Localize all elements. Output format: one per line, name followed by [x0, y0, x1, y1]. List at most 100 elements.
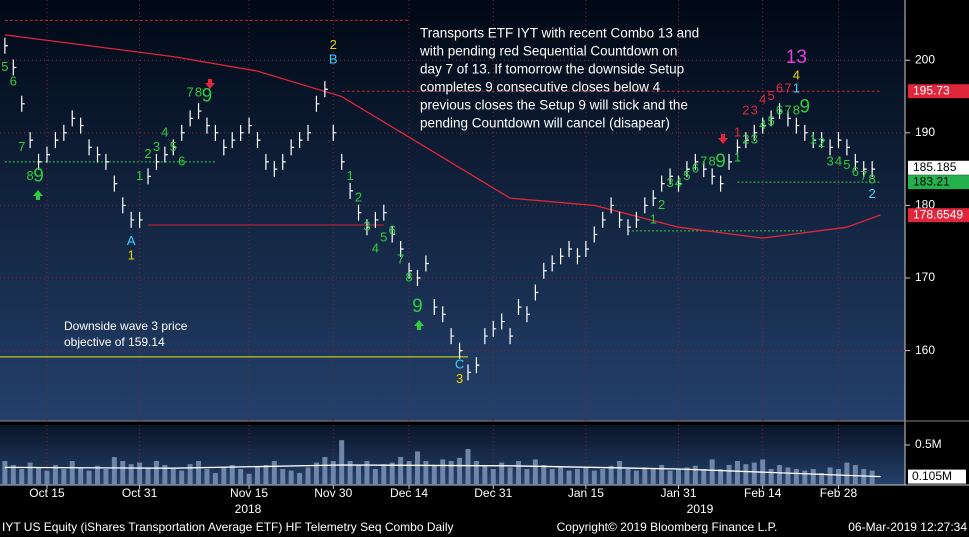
count-label: 2: [818, 135, 825, 150]
price-bar: [669, 168, 674, 185]
volume-bar: [785, 467, 791, 485]
price-bar: [795, 117, 800, 134]
volume-bar: [95, 465, 101, 485]
volume-average: [4, 464, 881, 478]
price-bar: [467, 364, 471, 381]
x-tick-label: Feb 14: [744, 486, 782, 500]
count-label: 9: [33, 165, 44, 186]
volume-bar: [69, 461, 75, 485]
price-bar: [543, 262, 547, 279]
volume-bar: [583, 467, 589, 485]
up-arrow: [414, 320, 424, 330]
price-bar: [694, 153, 699, 170]
volume-bar: [566, 470, 572, 485]
volume-bar: [414, 451, 420, 485]
objective-text: Downside wave 3 price: [64, 319, 188, 333]
volume-bar: [667, 470, 673, 485]
count-label: 7: [860, 168, 867, 183]
volume-bar: [196, 461, 202, 485]
count-label: 1: [346, 168, 353, 183]
price-bar: [113, 175, 118, 192]
price-bar: [863, 161, 867, 178]
count-label: 5: [843, 157, 850, 172]
volume-bar: [170, 469, 176, 485]
y-tick-label: 200: [915, 52, 935, 66]
price-bar: [593, 226, 598, 243]
volume-bar: [490, 469, 496, 485]
x-tick-label: Nov 30: [314, 486, 352, 500]
volume-bar: [507, 467, 513, 485]
price-bar: [240, 124, 244, 141]
price-bar: [181, 124, 185, 141]
count-label: 5: [768, 113, 775, 128]
price-bar: [189, 110, 194, 127]
count-label: 7: [700, 153, 707, 168]
price-bar: [728, 153, 733, 170]
price-bar: [618, 211, 623, 228]
count-label: 8: [793, 102, 800, 117]
note-text: previous closes the Setup 9 will stick a…: [420, 98, 688, 113]
count-label: A: [127, 233, 136, 248]
count-label: 3: [826, 153, 833, 168]
volume-bar: [364, 461, 370, 485]
count-label: 3: [751, 102, 758, 117]
price-bar: [80, 117, 84, 134]
price-bar: [846, 139, 850, 156]
price-bar: [492, 320, 497, 337]
count-label: 3: [666, 175, 673, 190]
count-label: 6: [776, 102, 783, 117]
volume-bar: [574, 469, 580, 485]
price-bar: [383, 204, 387, 221]
volume-bar: [111, 457, 117, 485]
price-bar: [568, 240, 573, 257]
price-bar: [475, 357, 480, 374]
price-bar: [46, 146, 50, 163]
price-label-box: [908, 160, 969, 175]
volume-bar: [36, 467, 42, 485]
volume-bar: [103, 469, 109, 485]
price-bar: [71, 110, 76, 127]
y-tick-label: 170: [915, 270, 935, 284]
price-bar: [332, 124, 337, 141]
volume-bar: [78, 467, 84, 485]
volume-bar: [44, 470, 50, 485]
objective-text: objective of 159.14: [64, 335, 165, 349]
count-label: 4: [793, 68, 800, 83]
price-label: 195.73: [913, 83, 950, 97]
volume-bar: [440, 459, 446, 485]
volume-bar: [701, 469, 707, 485]
price-bar: [644, 197, 648, 214]
price-bar: [400, 240, 404, 257]
price-bar: [391, 226, 396, 243]
count-label: 9: [715, 151, 726, 172]
note-text: completes 9 consecutive closes below 4: [420, 80, 661, 95]
price-label: 183.21: [913, 174, 950, 188]
volume-label: 0.105M: [912, 469, 952, 483]
y-tick-label: 190: [915, 125, 935, 139]
volume-bar: [19, 469, 25, 485]
volume-bar: [734, 461, 740, 485]
x-tick-label: Dec 14: [390, 486, 428, 500]
note-text: day 7 of 13. If tomorrow the downside Se…: [420, 62, 684, 77]
footer-center: Copyright© 2019 Bloomberg Finance L.P.: [557, 520, 778, 534]
volume-bar: [802, 470, 808, 485]
volume-bar: [372, 469, 378, 485]
price-bar: [770, 110, 775, 127]
count-label: 5: [380, 230, 387, 245]
price-bar: [248, 117, 253, 134]
volume-bar: [844, 462, 850, 485]
price-bar: [442, 306, 446, 323]
volume-bar: [633, 470, 639, 485]
count-label: 5: [768, 88, 775, 103]
count-label: 4: [759, 117, 766, 132]
count-label: 8: [195, 84, 202, 99]
count-label: 4: [372, 240, 379, 255]
volume-bar: [549, 469, 555, 485]
price-bar: [164, 146, 168, 163]
volume-bar: [212, 473, 218, 485]
volume-bar: [137, 462, 143, 485]
price-bar: [374, 211, 379, 228]
price-bar: [298, 132, 303, 149]
volume-bar: [777, 465, 783, 485]
